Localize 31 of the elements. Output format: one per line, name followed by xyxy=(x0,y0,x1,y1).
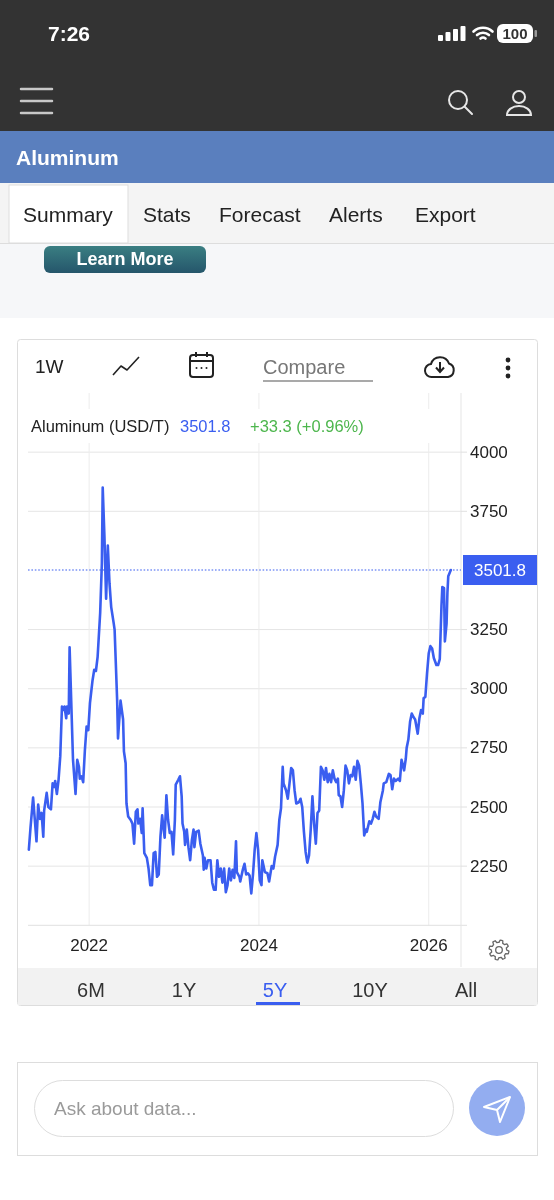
text: All xyxy=(454,979,478,1001)
y-tick-label: 3750 xyxy=(470,501,508,521)
text: 1W xyxy=(35,356,64,377)
ref-line-label: 3501.8 xyxy=(474,560,526,580)
y-tick-label: 2500 xyxy=(470,797,508,817)
x-tick-label: 2022 xyxy=(70,936,109,955)
text: Ask about data... xyxy=(54,1098,197,1119)
annotation: 3501.8 xyxy=(180,417,231,435)
y-tick-label: 3000 xyxy=(470,679,508,699)
text: Stats xyxy=(143,203,191,226)
y-tick-label: 3250 xyxy=(470,620,508,640)
text: Alerts xyxy=(329,203,383,226)
text: 10Y xyxy=(352,979,388,1001)
y-tick-label: 2750 xyxy=(470,738,508,758)
text: 100 xyxy=(502,25,528,42)
text: Forecast xyxy=(219,203,301,226)
text: Export xyxy=(415,203,476,226)
x-tick-label: 2024 xyxy=(240,936,278,955)
text: 1Y xyxy=(171,979,197,1001)
chart-title: Aluminum xyxy=(16,146,119,169)
text: 5Y xyxy=(262,979,288,1001)
text: Summary xyxy=(23,203,114,226)
text: Learn More xyxy=(76,249,174,269)
y-tick-label: 4000 xyxy=(470,442,508,462)
y-tick-label: 2250 xyxy=(470,856,508,876)
x-tick-label: 2026 xyxy=(409,936,448,955)
text: 6M xyxy=(77,979,105,1001)
text: Aluminum (USD/T) xyxy=(31,417,170,435)
text: Compare xyxy=(263,356,346,378)
annotation: +33.3 (+0.96%) xyxy=(250,417,364,435)
text: 7:26 xyxy=(47,22,91,45)
